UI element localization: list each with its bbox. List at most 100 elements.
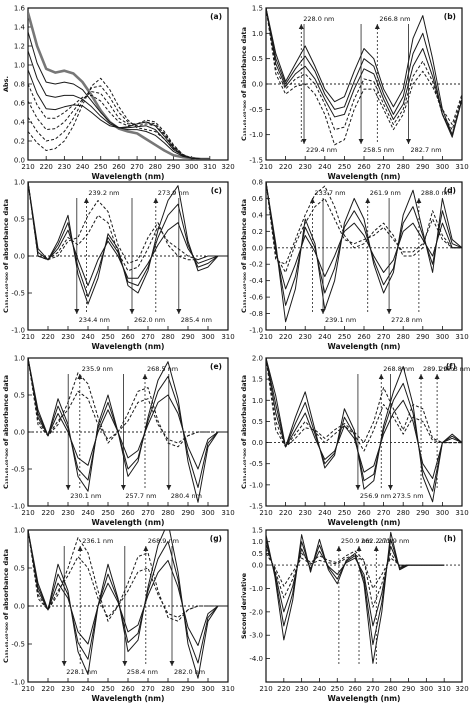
x-tick-label: 230 [299,333,312,341]
x-tick-label: 300 [201,509,214,517]
series-line [266,8,462,138]
x-tick-label: 280 [149,163,162,171]
y-axis-label: Second derivative [240,572,248,639]
x-tick-label: 250 [338,509,351,517]
series-line [28,182,228,305]
y-axis-label: C₁₅₅.₀₅.₀₅-₀₀₀ of absorbance data [2,549,10,663]
series-line [28,182,228,272]
x-tick-label: 270 [141,685,154,693]
x-tick-label: 310 [437,685,450,693]
annotation-label: 280.4 nm [171,492,202,500]
annotation-arrowhead [405,139,411,144]
annotation-label: 258.4 nm [127,668,158,676]
annotation-arrowhead [301,139,307,144]
panel-label: (c) [211,186,222,195]
y-tick-label: 0.0 [252,244,263,252]
x-tick-label: 220 [41,685,54,693]
y-axis-label: C₁₅₅.₀₅.₀₅-₀₀₀ of absorbance data [2,375,10,489]
x-tick-label: 270 [377,163,390,171]
annotation-label: 262.0 nm [134,316,165,324]
annotation-arrowhead [143,546,149,551]
annotation-label: 289.1 nm [423,365,454,373]
x-tick-label: 210 [259,509,272,517]
x-tick-label: 210 [21,509,34,517]
x-axis-label: Wavelength (nm) [92,694,165,703]
y-tick-label: 0.8 [252,179,263,187]
y-tick-label: 0.0 [14,603,25,611]
y-tick-label: 1.0 [252,538,263,546]
y-tick-label: -0.5 [249,460,263,468]
panel-label: (d) [444,186,456,195]
y-tick-label: -1.0 [249,131,263,139]
series-line [266,358,462,492]
x-tick-label: 250 [101,685,114,693]
x-tick-label: 210 [259,163,272,171]
y-tick-label: 0.0 [252,81,263,89]
annotation-label: 261.9 nm [370,189,401,197]
annotation-label: 230.1 nm [70,492,101,500]
series-line [266,8,462,136]
y-tick-label: 0.5 [252,418,263,426]
annotation-arrowhead [434,374,440,379]
x-axis-label: Wavelength (nm) [328,342,401,351]
x-tick-label: 280 [161,509,174,517]
x-tick-label: 300 [436,509,449,517]
x-tick-label: 270 [141,509,154,517]
x-tick-label: 220 [41,333,54,341]
annotation-arrowhead [355,485,361,490]
y-tick-label: -0.4 [249,277,263,285]
y-tick-label: 1.5 [252,376,263,384]
y-tick-label: 1.5 [252,527,263,535]
y-tick-label: 1.0 [14,179,25,187]
series-line [28,182,228,264]
x-tick-label: 260 [357,163,370,171]
panel-7: 210 220 230 240 250 260 270 280 290 300 310 -1.0 -0.… [2,527,235,704]
x-tick-label: 230 [61,509,74,517]
annotation-arrowhead [358,139,364,144]
y-tick-label: 1.4 [14,24,26,32]
annotation-arrowhead [320,309,326,314]
x-tick-label: 230 [299,509,312,517]
x-tick-label: 290 [181,685,194,693]
x-tick-label: 220 [277,685,290,693]
series-line [28,85,210,160]
x-tick-label: 250 [331,685,344,693]
x-tick-label: 220 [279,333,292,341]
annotation-arrowhead [61,661,67,666]
annotation-arrowhead [142,374,148,379]
x-tick-label: 270 [130,163,143,171]
annotation-label: 233.7 nm [314,189,345,197]
y-tick-label: 1.5 [252,5,263,13]
annotation-label: 228.1 nm [66,668,97,676]
y-tick-label: -1.0 [249,585,263,593]
x-tick-label: 240 [81,333,94,341]
y-tick-label: -0.5 [11,641,25,649]
annotation-label: 257.7 nm [125,492,156,500]
x-tick-label: 240 [318,163,331,171]
annotation-arrowhead [387,485,393,490]
x-tick-label: 280 [161,685,174,693]
y-tick-label: -0.5 [11,290,25,298]
y-tick-label: 1.0 [14,62,25,70]
series-line [28,31,210,160]
x-tick-label: 300 [436,333,449,341]
series-line [28,182,228,287]
annotation-arrowhead [416,198,422,203]
series-group [266,182,462,323]
x-tick-label: 310 [221,509,234,517]
series-line [28,69,210,160]
y-tick-label: 1.6 [14,5,26,13]
x-tick-label: 290 [416,333,429,341]
x-tick-label: 290 [416,163,429,171]
y-tick-label: 0.0 [14,253,25,261]
annotation-arrowhead [120,485,126,490]
series-group [28,12,210,160]
y-tick-label: -1.0 [249,327,263,335]
x-tick-label: 250 [101,333,114,341]
y-tick-label: -1.5 [249,157,263,165]
series-line [266,8,462,136]
annotation-arrowhead [153,198,159,203]
x-tick-label: 280 [397,163,410,171]
x-tick-label: 280 [384,685,397,693]
